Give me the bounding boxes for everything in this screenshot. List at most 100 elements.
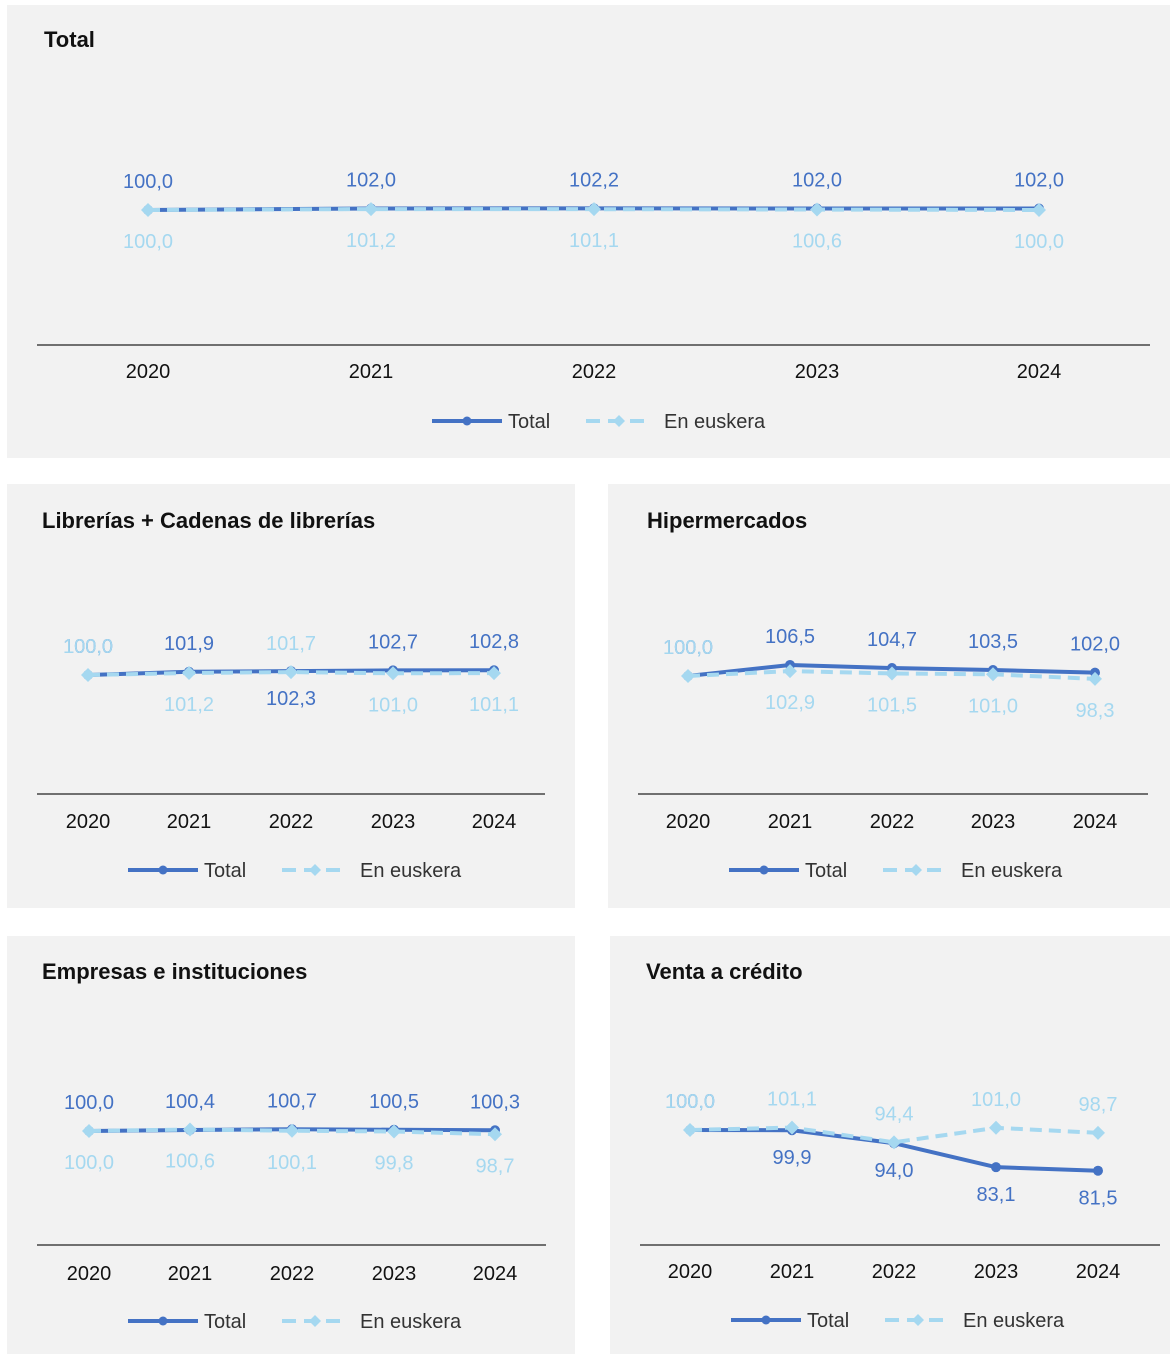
legend-label-euskera: En euskera xyxy=(961,860,1063,882)
data-label-euskera: 102,9 xyxy=(765,692,815,714)
data-label-euskera: 101,7 xyxy=(266,633,316,655)
data-label-euskera: 98,7 xyxy=(476,1155,515,1177)
data-label-euskera: 100,0 xyxy=(63,636,113,658)
x-tick-label: 2021 xyxy=(168,1263,213,1285)
x-tick-label: 2023 xyxy=(372,1263,417,1285)
data-label-total: 102,0 xyxy=(1070,634,1120,656)
data-point-euskera xyxy=(783,664,797,679)
x-tick-label: 2020 xyxy=(668,1261,713,1283)
x-tick-label: 2024 xyxy=(1017,361,1062,383)
line-chart: 2020 2021 2022 2023 2024 100,0 100,4 100,7 100,5… xyxy=(37,1090,546,1333)
data-point-euskera xyxy=(488,1127,502,1142)
data-point-euskera xyxy=(386,666,400,681)
x-tick-label: 2023 xyxy=(974,1261,1019,1283)
legend-marker-euskera xyxy=(912,1314,924,1326)
legend-label-total: Total xyxy=(807,1310,849,1332)
x-tick-label: 2024 xyxy=(472,811,517,833)
chart-title: Empresas e instituciones xyxy=(42,959,308,984)
line-chart: 2020 2021 2022 2023 2024 100,0 99,9 94,0 83,1 81,… xyxy=(640,1089,1160,1332)
data-point-euskera xyxy=(810,202,824,217)
data-point-euskera xyxy=(81,668,95,682)
legend-marker-euskera xyxy=(613,415,625,427)
data-label-euskera: 101,0 xyxy=(968,695,1018,717)
legend-marker-total xyxy=(158,1316,168,1326)
data-label-total: 100,0 xyxy=(64,1092,114,1114)
data-label-euskera: 98,3 xyxy=(1076,700,1115,722)
data-label-total: 100,5 xyxy=(369,1091,419,1113)
data-label-euskera: 100,0 xyxy=(665,1091,715,1113)
data-label-total: 100,4 xyxy=(165,1091,215,1113)
data-point-euskera xyxy=(387,1124,401,1139)
legend: Total En euskera xyxy=(432,411,766,433)
data-point-euskera xyxy=(1032,203,1046,217)
data-label-total: 102,0 xyxy=(1014,170,1064,192)
data-point-euskera xyxy=(986,667,1000,682)
chart-title: Total xyxy=(44,27,95,52)
data-label-total: 106,5 xyxy=(765,626,815,648)
legend-label-total: Total xyxy=(204,860,246,882)
data-label-total: 100,0 xyxy=(663,637,713,659)
line-chart: 2020 2021 2022 2023 2024 100,0 102,0 102,2 102,0… xyxy=(37,169,1150,433)
series-line-euskera xyxy=(87,670,495,677)
legend: Total En euskera xyxy=(128,860,462,882)
x-tick-label: 2022 xyxy=(269,811,314,833)
data-label-total: 102,0 xyxy=(346,170,396,192)
x-tick-label: 2022 xyxy=(872,1261,917,1283)
data-label-total: 81,5 xyxy=(1079,1188,1118,1210)
x-tick-label: 2022 xyxy=(270,1263,315,1285)
x-tick-label: 2023 xyxy=(371,811,416,833)
data-point-total xyxy=(1093,1165,1103,1176)
data-label-total: 100,0 xyxy=(123,171,173,193)
data-label-euskera: 100,0 xyxy=(663,637,713,659)
legend-marker-euskera xyxy=(309,1315,321,1327)
legend-label-total: Total xyxy=(508,411,550,433)
chart-title: Hipermercados xyxy=(647,508,808,533)
legend-label-total: Total xyxy=(204,1311,246,1333)
x-tick-label: 2021 xyxy=(167,811,212,833)
data-label-euskera: 100,0 xyxy=(1014,231,1064,253)
line-chart: 2020 2021 2022 2023 2024 100,0 101,9 102,3 102,7… xyxy=(37,631,545,882)
legend: Total En euskera xyxy=(128,1311,462,1333)
data-point-euskera xyxy=(1091,1125,1105,1140)
data-label-euskera: 98,7 xyxy=(1079,1094,1118,1116)
x-tick-label: 2020 xyxy=(666,811,711,833)
data-point-euskera xyxy=(785,1120,799,1135)
series-line-euskera xyxy=(687,669,1096,681)
legend-marker-total xyxy=(761,1315,771,1325)
data-point-euskera xyxy=(683,1123,697,1137)
data-point-euskera xyxy=(364,202,378,217)
legend-marker-total xyxy=(759,865,769,875)
data-point-euskera xyxy=(182,665,196,680)
data-label-total: 100,0 xyxy=(665,1091,715,1113)
data-point-euskera xyxy=(587,202,601,217)
chart-panel-librerias: Librerías + Cadenas de librerías 2020 202… xyxy=(7,484,575,908)
data-label-euskera: 100,6 xyxy=(792,231,842,253)
data-label-euskera: 101,1 xyxy=(569,230,619,252)
x-tick-label: 2024 xyxy=(1076,1261,1121,1283)
chart-title: Librerías + Cadenas de librerías xyxy=(42,508,376,533)
data-label-total: 100,7 xyxy=(267,1090,317,1112)
data-point-euskera xyxy=(487,666,501,681)
x-tick-label: 2021 xyxy=(768,811,813,833)
data-label-euskera: 101,1 xyxy=(767,1089,817,1111)
legend-marker-euskera xyxy=(910,864,922,876)
data-point-euskera xyxy=(141,203,155,217)
data-label-euskera: 100,6 xyxy=(165,1151,215,1173)
data-point-euskera xyxy=(885,666,899,681)
x-tick-label: 2024 xyxy=(1073,811,1118,833)
data-label-total: 103,5 xyxy=(968,631,1018,653)
data-label-total: 102,2 xyxy=(569,169,619,191)
data-label-total: 100,3 xyxy=(470,1091,520,1113)
legend: Total En euskera xyxy=(731,1310,1065,1332)
x-tick-label: 2023 xyxy=(971,811,1016,833)
chart-title: Venta a crédito xyxy=(646,959,803,984)
series-line-euskera xyxy=(689,1125,1099,1145)
legend-marker-total xyxy=(158,865,168,875)
legend-label-total: Total xyxy=(805,860,847,882)
data-point-total xyxy=(991,1162,1001,1173)
data-label-total: 102,3 xyxy=(266,688,316,710)
data-label-total: 101,9 xyxy=(164,633,214,655)
series-line-euskera xyxy=(88,1127,496,1137)
legend-label-euskera: En euskera xyxy=(360,860,462,882)
data-point-euskera xyxy=(989,1120,1003,1135)
